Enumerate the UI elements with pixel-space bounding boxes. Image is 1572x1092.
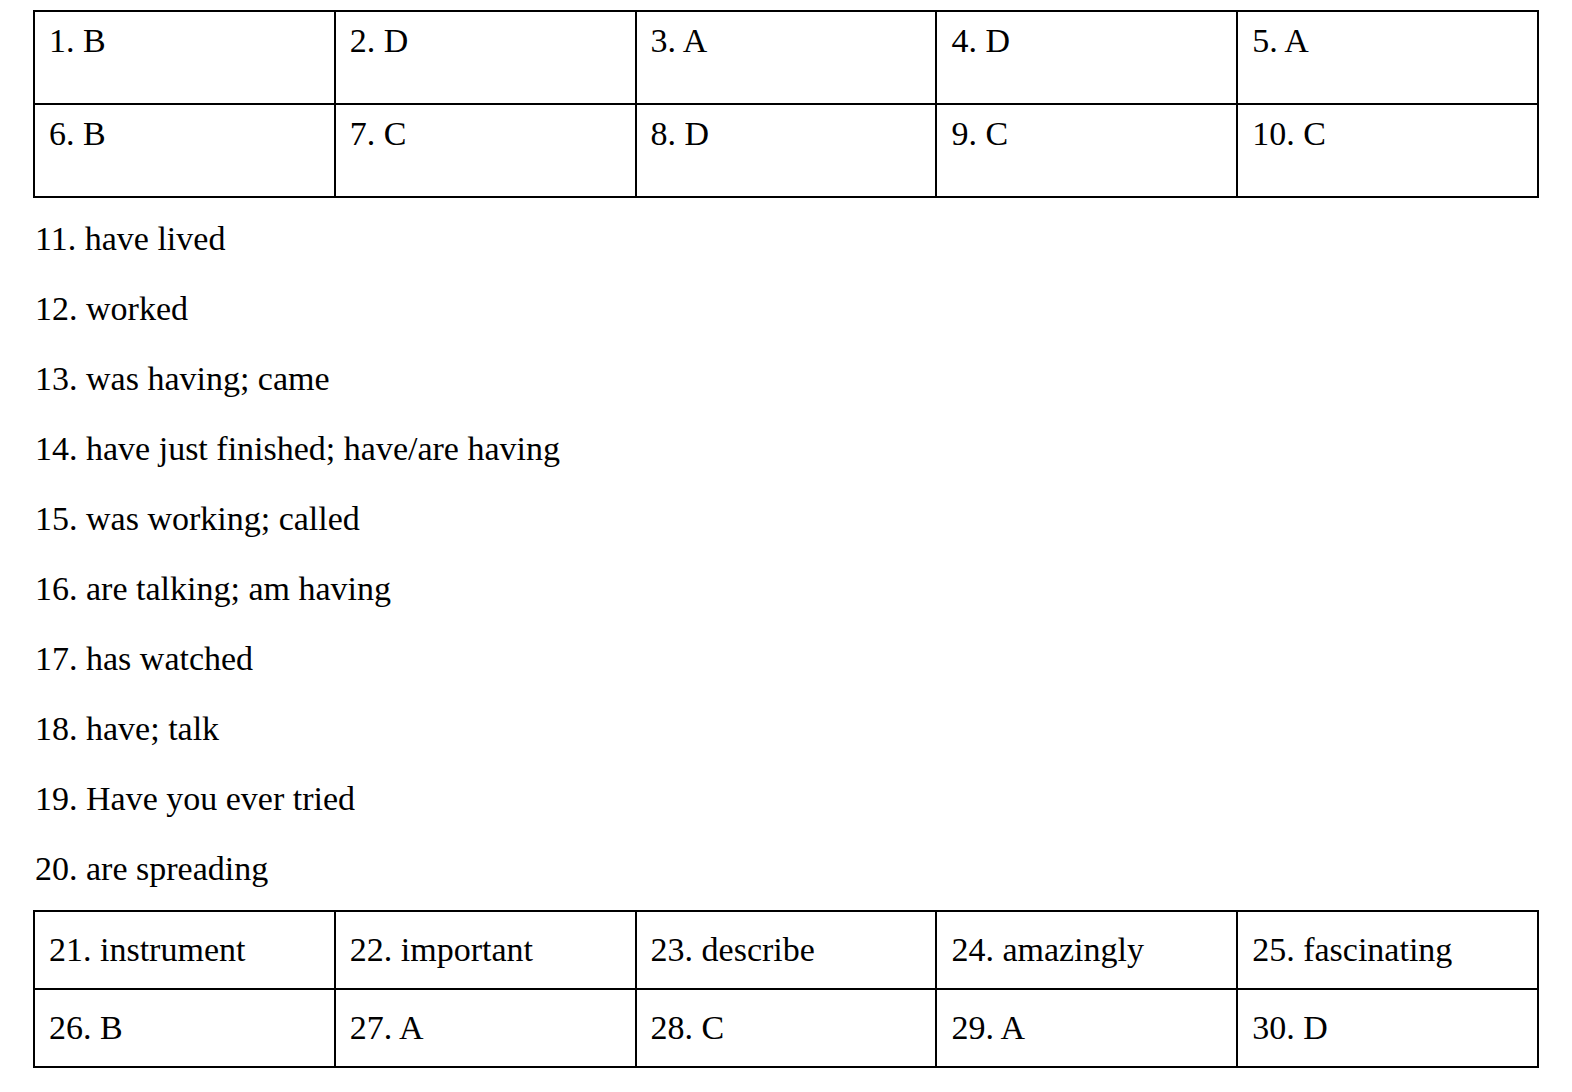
answer-cell: 6. B [34,104,335,197]
answer-key-page: 1. B 2. D 3. A 4. D 5. A 6. B 7. C 8. D … [0,0,1572,1092]
answer-cell: 9. C [936,104,1237,197]
list-item: 18. have; talk [35,694,1572,764]
table-row: 1. B 2. D 3. A 4. D 5. A [34,11,1538,104]
list-item: 11. have lived [35,204,1572,274]
table-row: 26. B 27. A 28. C 29. A 30. D [34,989,1538,1067]
list-item: 15. was working; called [35,484,1572,554]
answer-table-21-30: 21. instrument 22. important 23. describ… [33,910,1539,1068]
answer-cell: 4. D [936,11,1237,104]
answer-cell: 8. D [636,104,937,197]
answer-cell: 2. D [335,11,636,104]
answer-cell: 10. C [1237,104,1538,197]
list-item: 19. Have you ever tried [35,764,1572,834]
answer-cell: 1. B [34,11,335,104]
answer-table-1-10: 1. B 2. D 3. A 4. D 5. A 6. B 7. C 8. D … [33,10,1539,198]
list-item: 16. are talking; am having [35,554,1572,624]
table-row: 6. B 7. C 8. D 9. C 10. C [34,104,1538,197]
answer-cell: 22. important [335,911,636,989]
list-item: 17. has watched [35,624,1572,694]
answer-list-11-20: 11. have lived 12. worked 13. was having… [35,204,1572,904]
answer-cell: 7. C [335,104,636,197]
list-item: 13. was having; came [35,344,1572,414]
answer-cell: 28. C [636,989,937,1067]
answer-cell: 5. A [1237,11,1538,104]
answer-cell: 30. D [1237,989,1538,1067]
answer-cell: 24. amazingly [936,911,1237,989]
answer-cell: 26. B [34,989,335,1067]
answer-cell: 3. A [636,11,937,104]
answer-cell: 23. describe [636,911,937,989]
table-row: 21. instrument 22. important 23. describ… [34,911,1538,989]
list-item: 14. have just finished; have/are having [35,414,1572,484]
list-item: 12. worked [35,274,1572,344]
list-item: 20. are spreading [35,834,1572,904]
answer-cell: 21. instrument [34,911,335,989]
answer-cell: 27. A [335,989,636,1067]
answer-cell: 25. fascinating [1237,911,1538,989]
answer-cell: 29. A [936,989,1237,1067]
